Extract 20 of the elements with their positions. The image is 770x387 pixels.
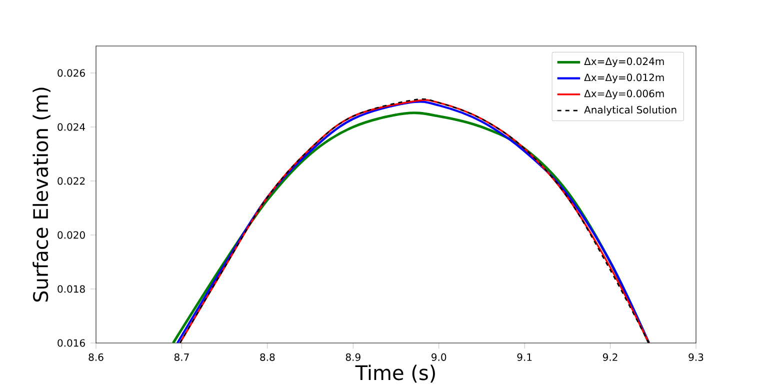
x-tick-label: 9.0	[432, 353, 446, 361]
x-tick-label: 9.2	[602, 353, 618, 361]
x-tick-label: 8.8	[260, 353, 275, 361]
x-tick-label: 8.6	[88, 353, 104, 361]
y-tick-label: 0.026	[58, 69, 85, 77]
legend-label: Δx=Δy=0.006m	[584, 90, 664, 100]
x-tick-label: 9.3	[688, 353, 704, 361]
y-tick-label: 0.016	[58, 339, 85, 347]
x-tick-label: 8.9	[346, 353, 360, 361]
x-tick-label: 8.7	[174, 353, 189, 361]
x-axis-title: Time (s)	[355, 364, 435, 383]
x-tick-label: 9.1	[517, 353, 532, 361]
y-tick-label: 0.018	[58, 285, 85, 293]
legend-label: Δx=Δy=0.024m	[584, 58, 664, 68]
y-tick-label: 0.020	[58, 231, 85, 239]
legend-label: Δx=Δy=0.012m	[584, 74, 664, 84]
y-axis-title: Surface Elevation (m)	[32, 88, 50, 302]
y-tick-label: 0.022	[58, 177, 85, 185]
y-tick-label: 0.024	[58, 123, 86, 131]
legend-label: Analytical Solution	[584, 106, 676, 116]
